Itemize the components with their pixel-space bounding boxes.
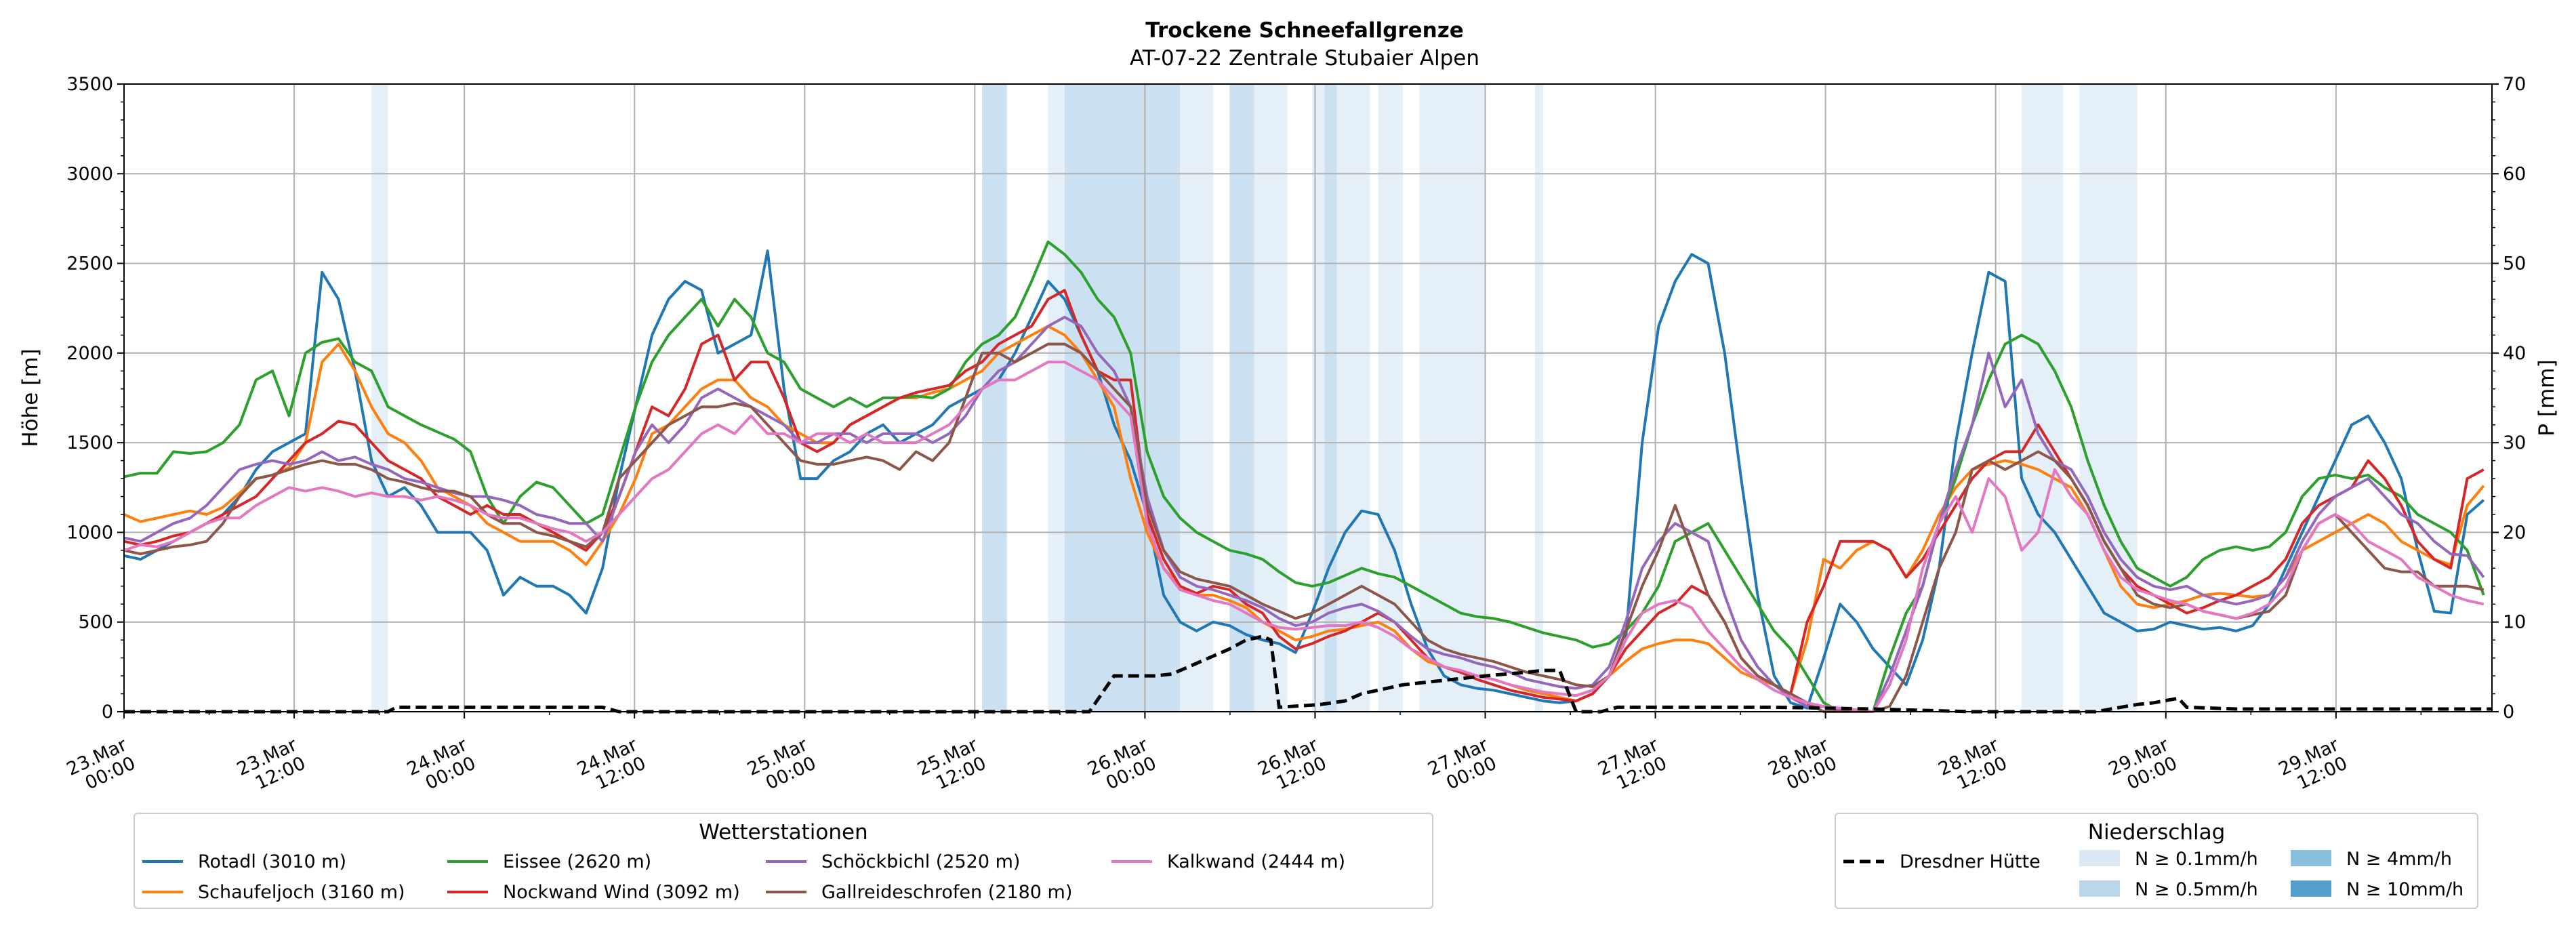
y2-tick-label: 30 xyxy=(2503,432,2526,453)
legend-precip-swatch xyxy=(2291,880,2331,897)
chart-subtitle: AT-07-22 Zentrale Stubaier Alpen xyxy=(1130,46,1479,70)
y2-axis-label: P [mm] xyxy=(2535,359,2559,436)
precip-shade-band xyxy=(1534,84,1543,712)
x-tick-label: 29.Mar12:00 xyxy=(2276,734,2352,798)
precip-shade-band xyxy=(982,84,1007,712)
legend-precip-line-label: Dresdner Hütte xyxy=(1900,851,2041,872)
y-tick-label: 3500 xyxy=(66,74,113,95)
legend-precip-swatch xyxy=(2291,850,2331,866)
precip-shade-band xyxy=(371,84,388,712)
y-tick-label: 2000 xyxy=(66,343,113,364)
series-line xyxy=(123,361,2485,713)
legend-label: Eissee (2620 m) xyxy=(503,851,651,872)
station-series xyxy=(123,240,2485,713)
precip-shade-band xyxy=(1229,84,1254,712)
legend-precip-level-label: N ≥ 0.1mm/h xyxy=(2135,849,2258,870)
legend-precip-swatch xyxy=(2079,880,2120,897)
legend-label: Rotadl (3010 m) xyxy=(198,851,346,872)
legend-label: Nockwand Wind (3092 m) xyxy=(503,882,740,903)
chart-title: Trockene Schneefallgrenze xyxy=(1145,18,1464,43)
series-line xyxy=(123,249,2485,710)
precip-shade-band xyxy=(1419,84,1453,712)
y2-tick-label: 10 xyxy=(2503,612,2526,633)
legend-precip-title: Niederschlag xyxy=(2088,820,2226,845)
series-line xyxy=(123,240,2485,713)
legend-precip-level-label: N ≥ 4mm/h xyxy=(2346,849,2452,870)
y2-tick-label: 20 xyxy=(2503,522,2526,543)
y2-tick-label: 0 xyxy=(2503,702,2514,723)
y-tick-label: 1000 xyxy=(66,522,113,543)
y-tick-label: 3000 xyxy=(66,163,113,184)
y-tick-label: 2500 xyxy=(66,254,113,275)
legend-precip-level-label: N ≥ 0.5mm/h xyxy=(2135,879,2258,900)
y2-tick-label: 50 xyxy=(2503,254,2526,275)
y2-tick-label: 40 xyxy=(2503,343,2526,364)
precip-shade-band xyxy=(1378,84,1404,712)
y-tick-label: 1500 xyxy=(66,432,113,453)
x-tick-label: 23.Mar12:00 xyxy=(234,734,310,798)
legend-label: Schaufeljoch (3160 m) xyxy=(198,882,405,903)
legend-stations: Wetterstationen Rotadl (3010 m) Schaufelj… xyxy=(134,813,1433,909)
legend-label: Gallreideschrofen (2180 m) xyxy=(821,882,1072,903)
legend-stations-title: Wetterstationen xyxy=(699,820,867,845)
legend-label: Schöckbichl (2520 m) xyxy=(821,851,1020,872)
legend-precip: Niederschlag Dresdner Hütte N ≥ 0.1mm/h N… xyxy=(1835,813,2478,909)
y2-tick-label: 60 xyxy=(2503,163,2526,184)
y-tick-label: 500 xyxy=(78,612,113,633)
precip-shade-band xyxy=(1180,84,1213,712)
precip-line-dresdner-huette xyxy=(124,634,2492,714)
series-line xyxy=(123,342,2485,713)
precip-shade-band xyxy=(1048,84,1065,712)
precip-series xyxy=(124,634,2492,714)
precip-shade-band xyxy=(1336,84,1370,712)
precip-shade-band xyxy=(1452,84,1486,712)
precip-shade-band xyxy=(2079,84,2138,712)
y-axis-label: Höhe [m] xyxy=(18,348,43,447)
legend-precip-level-label: N ≥ 10mm/h xyxy=(2346,879,2463,900)
y2-tick-label: 70 xyxy=(2503,74,2526,95)
precip-shade-band xyxy=(1324,84,1337,712)
series-line xyxy=(123,315,2485,713)
y-tick-label: 0 xyxy=(102,702,113,723)
legend-label: Kalkwand (2444 m) xyxy=(1167,851,1345,872)
legend-precip-swatch xyxy=(2079,850,2120,866)
plot-frame xyxy=(123,83,2493,712)
